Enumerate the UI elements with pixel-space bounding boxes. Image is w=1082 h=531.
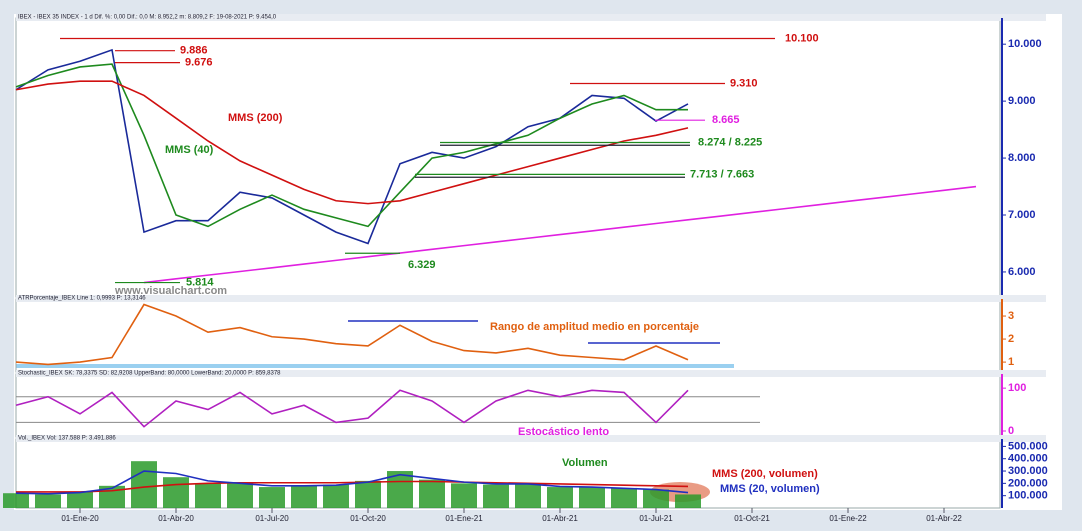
series-line <box>15 63 688 228</box>
x-tick-label: 01-Abr-21 <box>542 514 578 523</box>
series-line <box>15 80 689 205</box>
bar <box>291 485 317 508</box>
bar <box>323 484 349 508</box>
level-label: 10.100 <box>785 32 819 44</box>
bar <box>419 479 445 508</box>
x-tick-label: 01-Jul-20 <box>255 514 289 523</box>
y-tick-label: 300.000 <box>1008 465 1048 477</box>
series-label: MMS (40) <box>165 144 214 156</box>
bar <box>515 483 541 508</box>
annotation: Estocástico lento <box>518 426 609 438</box>
bar <box>643 489 669 508</box>
series-line <box>15 389 689 428</box>
bar <box>67 491 93 508</box>
bar <box>259 487 285 508</box>
series-line <box>15 48 689 245</box>
series-line <box>15 303 689 366</box>
panel-header-bg <box>16 295 1046 302</box>
bar <box>195 483 221 508</box>
y-tick-label: 0 <box>1008 425 1014 437</box>
bar <box>227 483 253 508</box>
level-label: 5.814 <box>186 276 214 288</box>
annotation: www.visualchart.com <box>114 285 227 297</box>
bar <box>35 494 61 508</box>
bar <box>355 480 381 508</box>
panel-header-bg <box>16 14 1046 21</box>
y-tick-label: 500.000 <box>1008 440 1048 452</box>
x-tick-label: 01-Ene-20 <box>61 514 99 523</box>
bar <box>451 483 477 508</box>
bar <box>547 487 573 508</box>
level-label: 6.329 <box>408 259 436 271</box>
chart-area <box>14 14 1062 510</box>
x-tick-label: 01-Jul-21 <box>639 514 673 523</box>
level-label: 7.713 / 7.663 <box>690 168 754 180</box>
annotation: Volumen <box>562 457 608 469</box>
bar <box>483 484 509 508</box>
level-label: 8.274 / 8.225 <box>698 136 762 148</box>
panel-title: ATRPorcentaje_IBEX Line 1: 0,9993 P: 13,… <box>18 296 146 302</box>
y-tick-label: 10.000 <box>1008 38 1042 50</box>
annotation: Rango de amplitud medio en porcentaje <box>490 321 699 333</box>
y-tick-label: 6.000 <box>1008 266 1036 278</box>
level-label: 9.310 <box>730 77 758 89</box>
y-tick-label: 7.000 <box>1008 209 1036 221</box>
y-tick-label: 100.000 <box>1008 490 1048 502</box>
y-tick-label: 400.000 <box>1008 453 1048 465</box>
y-tick-label: 3 <box>1008 310 1014 322</box>
bar <box>579 487 605 508</box>
bar <box>611 488 637 508</box>
x-tick-label: 01-Abr-22 <box>926 514 962 523</box>
atr-band <box>16 364 734 368</box>
y-tick-label: 2 <box>1008 333 1014 345</box>
panel-title: IBEX - IBEX 35 INDEX - 1 d Dif. %: 0,00 … <box>18 15 277 21</box>
x-tick-label: 01-Ene-22 <box>829 514 867 523</box>
bar <box>131 461 157 508</box>
series-line <box>143 185 977 284</box>
bar <box>3 493 29 508</box>
panel-header-bg <box>16 435 1046 442</box>
panel-header-bg <box>16 370 1046 377</box>
series-label: MMS (200, volumen) <box>712 468 818 480</box>
panel-title: Vol._IBEX Vol: 137.588 P: 3.491.886 <box>18 436 116 442</box>
series-line <box>15 470 689 495</box>
x-tick-label: 01-Abr-20 <box>158 514 194 523</box>
series-label: MMS (200) <box>228 112 283 124</box>
y-tick-label: 200.000 <box>1008 477 1048 489</box>
y-tick-label: 1 <box>1008 356 1014 368</box>
level-label: 9.676 <box>185 57 213 69</box>
y-tick-label: 100 <box>1008 382 1026 394</box>
x-tick-label: 01-Ene-21 <box>445 514 483 523</box>
series-line <box>16 480 689 493</box>
x-tick-label: 01-Oct-21 <box>734 514 770 523</box>
y-tick-label: 9.000 <box>1008 95 1036 107</box>
level-label: 8.665 <box>712 114 740 126</box>
y-tick-label: 8.000 <box>1008 152 1036 164</box>
series-label: MMS (20, volumen) <box>720 483 820 495</box>
x-tick-label: 01-Oct-20 <box>350 514 386 523</box>
bar <box>163 477 189 508</box>
level-label: 9.886 <box>180 45 208 57</box>
panel-title: Stochastic_IBEX SK: 78,3375 SD: 82,9208 … <box>18 371 281 377</box>
bar <box>675 494 701 508</box>
